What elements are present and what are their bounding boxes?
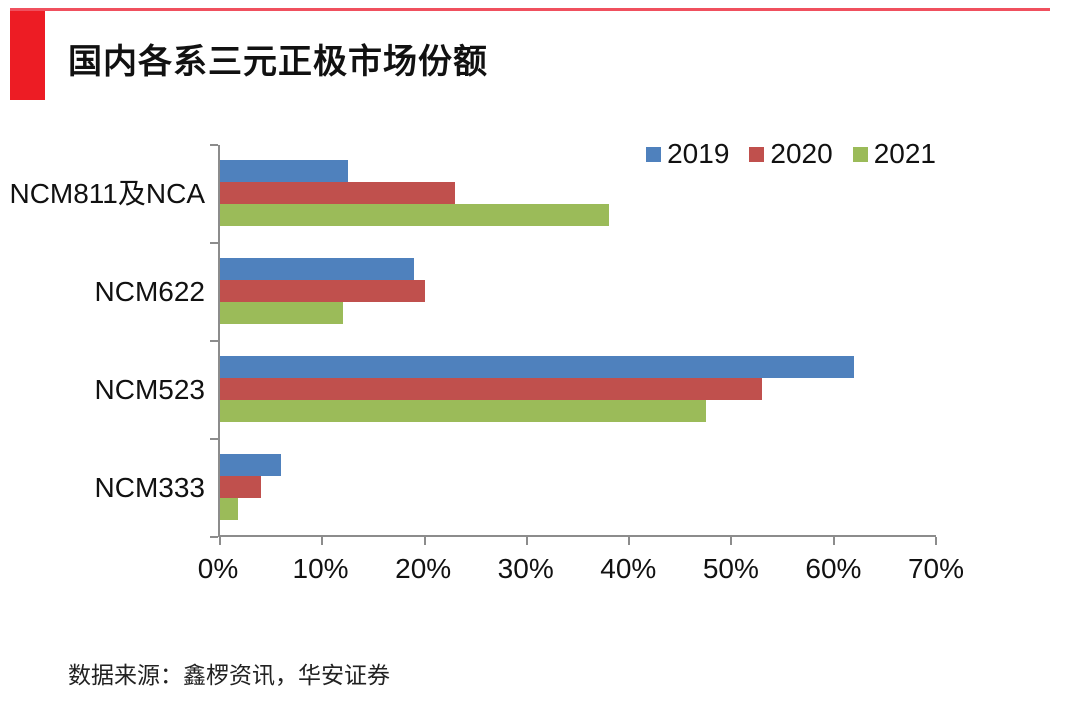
x-axis-label: 50% [702, 553, 759, 584]
y-axis-tick [210, 438, 218, 440]
header-rule [10, 8, 1050, 11]
legend-label: 2021 [873, 138, 936, 169]
legend-item-2020: 2020 [749, 138, 833, 170]
bar-2021 [220, 400, 706, 422]
category-label: NCM523 [94, 374, 205, 405]
legend-swatch-2019 [646, 146, 662, 162]
category-label: NCM333 [94, 472, 205, 503]
chart-title: 国内各系三元正极市场份额 [68, 43, 488, 81]
bar-2019 [220, 160, 348, 182]
y-axis-tick [210, 144, 218, 146]
source-note: 数据来源：鑫椤资讯，华安证券 [68, 663, 390, 688]
bar-2020 [220, 182, 456, 204]
bar-2021 [220, 204, 609, 226]
bar-2019 [220, 454, 282, 476]
y-axis-tick [210, 242, 218, 244]
x-axis-tick [832, 537, 835, 545]
x-axis-label: 70% [907, 553, 965, 584]
x-axis-tick [423, 537, 426, 545]
bar-2021 [220, 498, 239, 520]
legend-item-2021: 2021 [852, 138, 936, 170]
x-axis-tick [935, 537, 937, 545]
legend: 2019 2020 2021 [646, 138, 936, 170]
legend-label: 2020 [770, 138, 833, 169]
x-axis-labels: 0% 10% 20% 30% 40% 50% 60% 70% [198, 553, 964, 587]
x-axis-label: 10% [292, 553, 349, 584]
plot-area [210, 144, 937, 545]
bar-chart: 2019 2020 2021 NCM811及NCA NCM622 NCM523 NCM33… [0, 135, 1080, 605]
bar-2020 [220, 476, 261, 498]
bar-2019 [220, 258, 415, 280]
x-axis-label: 40% [600, 553, 657, 584]
category-group [220, 439, 936, 537]
category-group [220, 243, 936, 341]
category-label: NCM622 [94, 276, 205, 307]
x-axis-tick [628, 537, 631, 545]
x-axis-tick [219, 537, 221, 545]
legend-swatch-2021 [852, 146, 868, 162]
x-axis-label: 20% [395, 553, 452, 584]
x-axis-tick [525, 537, 528, 545]
category-group [220, 145, 936, 243]
bar-2020 [220, 280, 425, 302]
title-accent-block [10, 8, 45, 100]
x-axis-tick [730, 537, 733, 545]
legend-item-2019: 2019 [646, 138, 729, 170]
legend-swatch-2020 [749, 146, 765, 162]
category-group [220, 341, 936, 439]
legend-label: 2019 [667, 138, 730, 169]
x-axis-label: 0% [197, 553, 239, 584]
x-axis-label: 60% [805, 553, 862, 584]
category-label: NCM811及NCA [9, 178, 205, 209]
bar-2021 [220, 302, 343, 324]
x-axis-tick [321, 537, 324, 545]
x-axis-label: 30% [497, 553, 554, 584]
bar-2019 [220, 356, 855, 378]
y-axis-tick [210, 340, 218, 342]
y-axis-tick [210, 536, 218, 538]
bar-2020 [220, 378, 763, 400]
